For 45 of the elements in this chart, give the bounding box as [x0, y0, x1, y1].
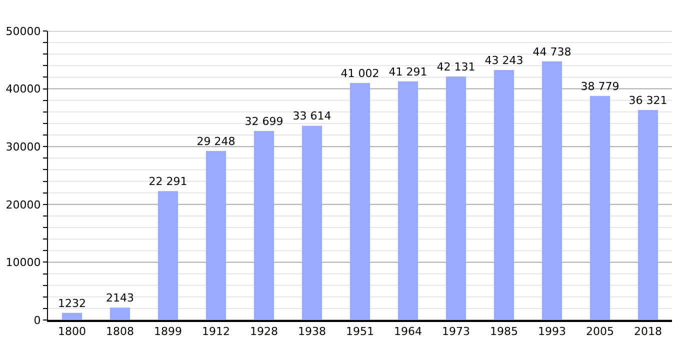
- y-tick-label: 0: [34, 314, 41, 327]
- x-tick-label: 1985: [490, 324, 518, 338]
- data-label: 32 699: [244, 115, 284, 128]
- bar: [494, 70, 514, 320]
- data-label: 29 248: [196, 134, 236, 148]
- bar: [350, 83, 370, 320]
- bar: [158, 191, 178, 320]
- x-tick-label: 2018: [634, 324, 662, 338]
- bar: [446, 76, 466, 320]
- x-tick-label: 1928: [250, 324, 278, 338]
- x-tick-label: 1938: [298, 324, 326, 338]
- x-tick-label: 1964: [394, 324, 422, 338]
- bar: [590, 96, 610, 320]
- data-label: 41 291: [388, 65, 428, 78]
- x-tick-label: 1973: [442, 324, 470, 338]
- bar: [638, 110, 658, 320]
- y-tick-label: 10000: [6, 256, 41, 270]
- data-label: 33 614: [292, 110, 332, 123]
- data-label: 1232: [58, 296, 86, 310]
- data-label: 22 291: [148, 175, 188, 188]
- data-label: 43 243: [484, 54, 524, 68]
- x-tick-label: 1912: [202, 324, 230, 338]
- bar: [398, 81, 418, 320]
- x-tick-label: 1993: [538, 324, 566, 338]
- x-tick-label: 1800: [58, 324, 86, 338]
- bar: [206, 150, 226, 320]
- y-tick-label: 30000: [6, 140, 41, 154]
- y-tick-label: 20000: [6, 198, 41, 212]
- x-tick-label: 1899: [154, 324, 182, 338]
- data-label: 2143: [106, 292, 134, 305]
- x-tick-label: 1951: [346, 324, 374, 338]
- y-tick-label: 40000: [6, 82, 41, 96]
- bar: [254, 131, 274, 320]
- data-label: 41 002: [340, 67, 380, 80]
- bar: [302, 126, 322, 320]
- data-label: 42 131: [436, 60, 476, 74]
- data-label: 38 779: [580, 80, 620, 93]
- x-tick-label: 2005: [586, 324, 614, 338]
- bar: [62, 312, 82, 320]
- x-tick-label: 1808: [106, 324, 134, 338]
- y-tick-label: 50000: [6, 24, 41, 38]
- bar: [110, 308, 130, 320]
- data-label: 36 321: [628, 94, 668, 108]
- data-label: 44 738: [532, 45, 572, 58]
- bar: [542, 61, 562, 320]
